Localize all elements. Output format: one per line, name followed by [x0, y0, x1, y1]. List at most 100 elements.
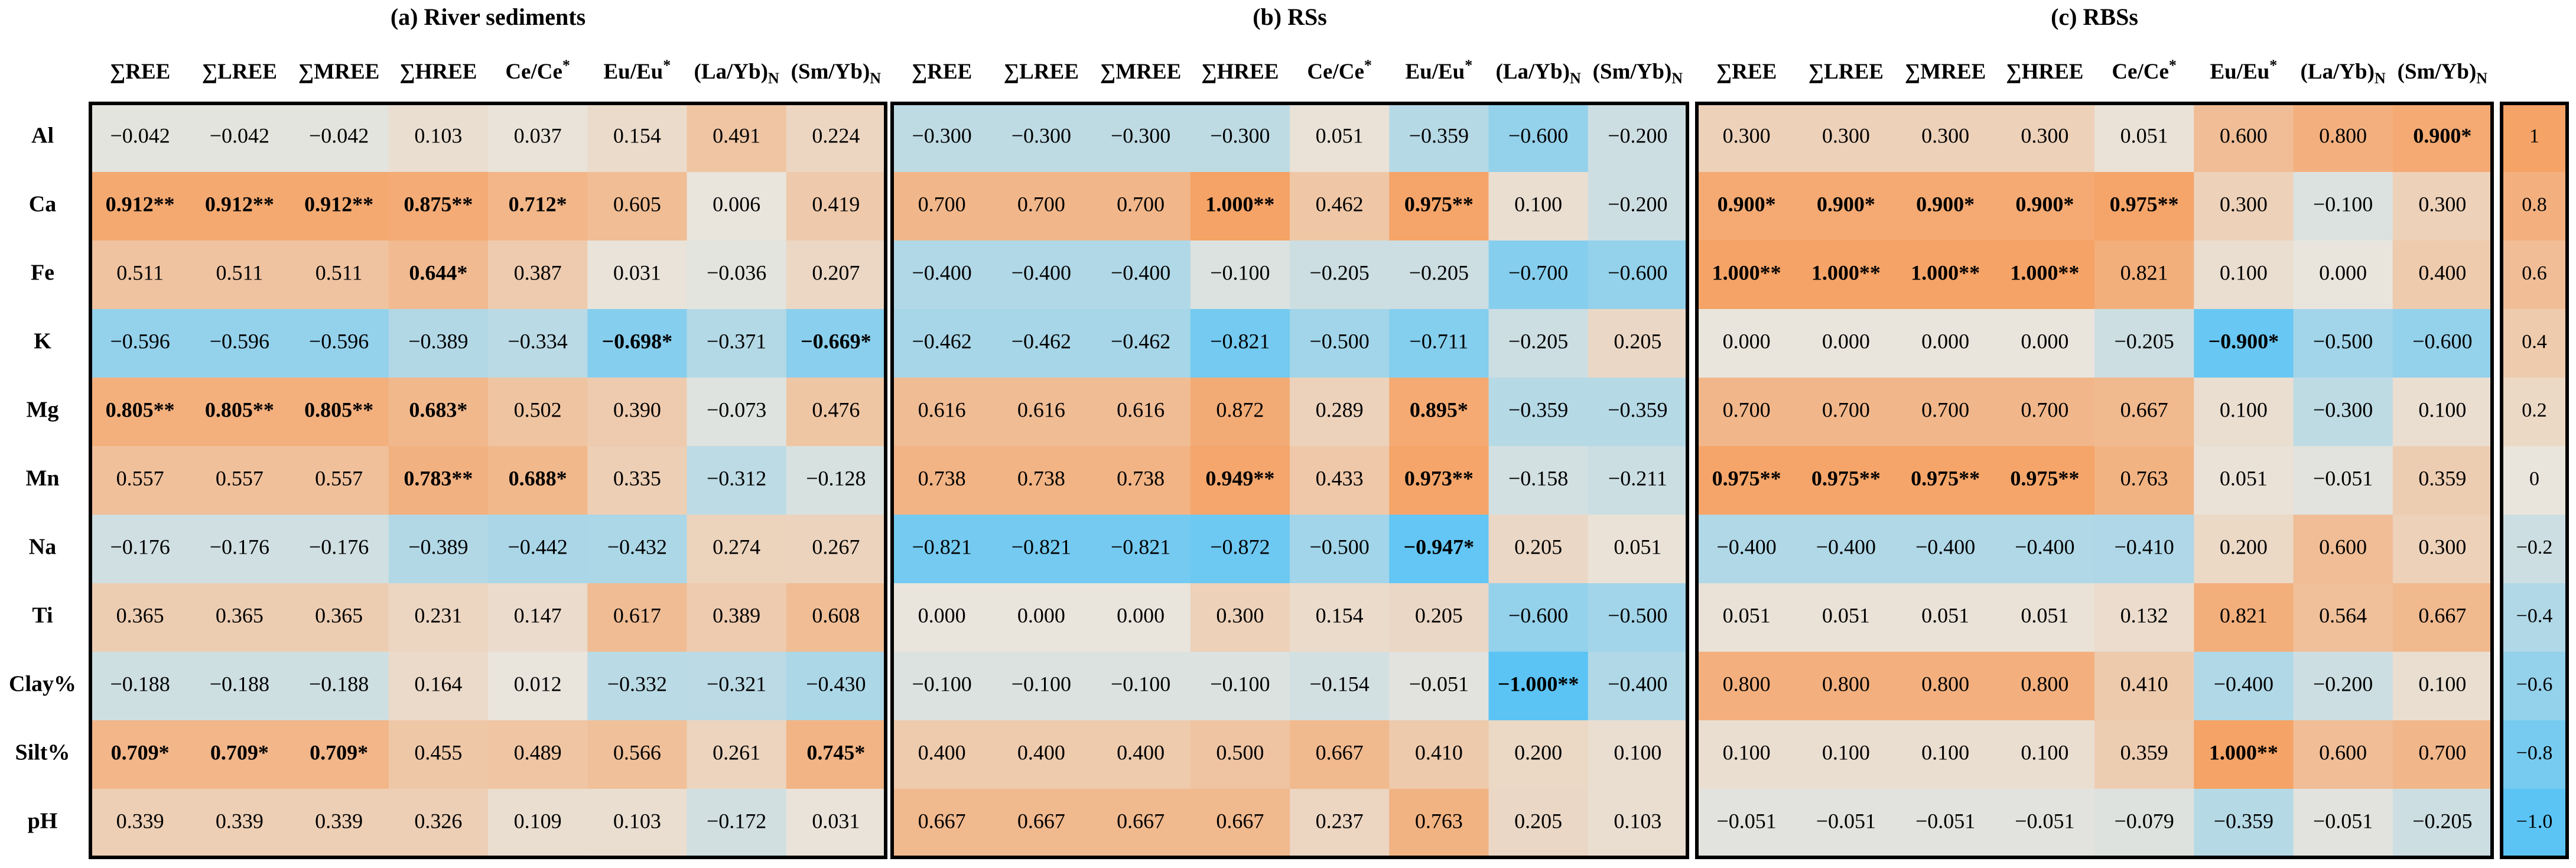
cell-label: −0.100 [912, 672, 971, 695]
column-label: Eu/Eu* [1405, 57, 1472, 84]
cell-label: 0.400 [1117, 740, 1165, 764]
cell-label: 0.224 [812, 123, 860, 147]
cell-label: 0.205 [1415, 603, 1463, 627]
heat-cell [2194, 240, 2294, 310]
heat-cell [2392, 240, 2493, 310]
cell-label: 0.000 [2021, 329, 2068, 353]
heat-cell [2293, 515, 2393, 584]
heat-cell [1588, 720, 1688, 789]
heat-cell [289, 789, 389, 858]
cell-label: 0.564 [2319, 603, 2367, 627]
cell-label: 0.000 [918, 603, 966, 627]
cell-label: 0.100 [2418, 398, 2466, 421]
heat-cell [190, 583, 290, 652]
cell-label: −0.051 [1716, 809, 1776, 833]
heat-cell [2194, 652, 2294, 721]
cell-label: 0.154 [613, 123, 661, 147]
cell-label: 0.051 [1316, 123, 1364, 147]
cell-label: 0.616 [1017, 398, 1065, 421]
cell-label: −0.334 [508, 329, 567, 353]
cell-label: 0.006 [713, 192, 760, 216]
heat-cell [1389, 720, 1489, 789]
column-label: Ce/Ce* [505, 57, 570, 84]
column-label: ∑MREE [298, 60, 379, 84]
heat-cell [1796, 446, 1896, 515]
heat-cell [1091, 103, 1191, 173]
heat-cell [2392, 172, 2493, 241]
heat-cell [2094, 446, 2194, 515]
cell-label: 0.389 [713, 603, 760, 627]
cell-label: 0.274 [713, 535, 760, 558]
cell-label: −0.200 [1608, 123, 1667, 147]
heat-cell [2392, 720, 2493, 789]
heat-cell [2194, 172, 2294, 241]
cell-label: 0.709* [111, 740, 170, 764]
heat-cell [190, 240, 290, 310]
colorbar-tick-label: 0.2 [2522, 399, 2547, 421]
heat-cell [1290, 515, 1390, 584]
cell-label: −0.596 [110, 329, 170, 353]
cell-label: 0.100 [2220, 398, 2268, 421]
cell-label: 0.949** [1205, 466, 1274, 490]
cell-label: 0.100 [1614, 740, 1661, 764]
heat-cell [90, 103, 190, 173]
cell-label: −0.042 [210, 123, 269, 147]
heat-cell [892, 515, 992, 584]
heat-cell [2094, 309, 2194, 378]
row-label: Ca [29, 192, 56, 217]
heat-cell [1697, 446, 1797, 515]
column-label: Ce/Ce* [2112, 57, 2177, 84]
heat-cell [488, 446, 588, 515]
cell-label: −0.051 [1915, 809, 1975, 833]
column-label: (Sm/Yb)N [2398, 60, 2488, 86]
cell-label: 0.289 [1316, 398, 1364, 421]
cell-label: 0.231 [414, 603, 462, 627]
heat-cell [2194, 720, 2294, 789]
heat-cell [1697, 309, 1797, 378]
heat-cell [2293, 378, 2393, 447]
cell-label: 0.051 [2021, 603, 2068, 627]
cell-label: −0.200 [2313, 672, 2373, 695]
cell-label: 0.688* [509, 466, 567, 490]
heat-cell [488, 172, 588, 241]
cell-label: 0.975** [1911, 466, 1980, 490]
heat-cell [388, 378, 489, 447]
cell-label: 0.103 [414, 123, 462, 147]
cell-label: −0.205 [1508, 329, 1568, 353]
cell-label: −0.211 [1608, 466, 1667, 490]
heat-cell [1796, 309, 1896, 378]
heat-cell [1588, 446, 1688, 515]
cell-label: 0.912** [106, 192, 175, 216]
heat-cell [1588, 652, 1688, 721]
cell-label: −0.176 [309, 535, 369, 558]
cell-label: 0.557 [116, 466, 164, 490]
cell-label: 0.975** [1712, 466, 1781, 490]
colorbar-cell [2502, 172, 2567, 241]
column-label: ∑HREE [1201, 60, 1279, 84]
row-label: Al [31, 123, 54, 148]
heat-cell [190, 789, 290, 858]
cell-label: 0.616 [1117, 398, 1165, 421]
cell-label: 0.912** [304, 192, 373, 216]
heat-cell [1190, 172, 1290, 241]
column-label: ∑HREE [2006, 60, 2083, 84]
cell-label: −0.205 [1409, 261, 1469, 284]
cell-label: −0.188 [110, 672, 170, 695]
cell-label: −0.051 [2313, 466, 2373, 490]
cell-label: 0.738 [1017, 466, 1065, 490]
heat-cell [892, 583, 992, 652]
heat-cell [786, 172, 886, 241]
cell-label: 0.875** [404, 192, 473, 216]
cell-label: 0.557 [315, 466, 363, 490]
heat-cell [1190, 309, 1290, 378]
cell-label: −0.400 [1111, 261, 1170, 284]
heat-cell [1697, 172, 1797, 241]
cell-label: 0.800 [2021, 672, 2068, 695]
heat-cell [190, 446, 290, 515]
cell-label: 0.410 [1415, 740, 1463, 764]
cell-label: 0.800 [2319, 123, 2367, 147]
heat-cell [1895, 309, 1996, 378]
heat-cell [687, 515, 787, 584]
colorbar-tick-label: 0.8 [2522, 194, 2547, 216]
heat-cell [1895, 583, 1996, 652]
